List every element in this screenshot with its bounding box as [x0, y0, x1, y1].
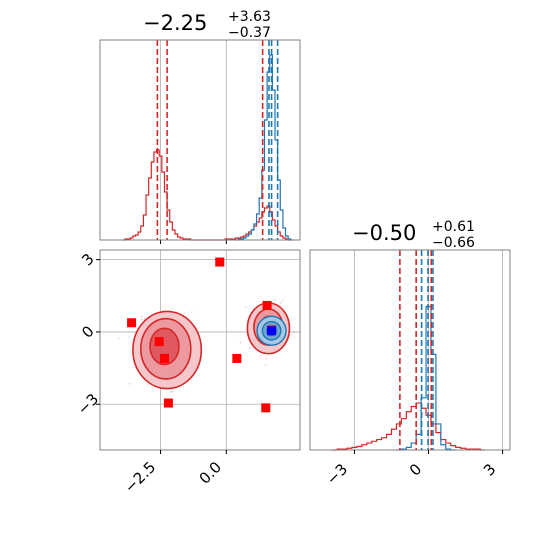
red-marker-6: [262, 300, 272, 310]
scatter-y-tick-label: 3: [78, 250, 97, 269]
sample-point: [259, 355, 261, 358]
red-marker-1: [127, 318, 137, 328]
p2-histogram-panel: −3 0 3 −0.50 +0.61 −0.66: [309, 219, 511, 488]
p1-title-plus: +3.63: [228, 9, 271, 25]
sample-point: [239, 341, 242, 344]
p2-quantile-lines: [399, 250, 434, 450]
sample-point: [146, 383, 149, 385]
p2-title-minus: −0.66: [432, 235, 475, 251]
blue-marker-0: [267, 326, 277, 336]
sample-point: [128, 383, 131, 385]
p1-histograms: [122, 54, 294, 241]
sample-point: [169, 391, 172, 393]
red-marker-7: [261, 403, 271, 413]
scatter-markers: [127, 257, 277, 413]
p1-p2-scatter-panel: −2.5 0.0 −3 0 3: [74, 249, 301, 497]
p1-quantile-lines: [156, 40, 279, 240]
red-marker-0: [215, 257, 225, 267]
red-marker-5: [232, 353, 242, 363]
scatter-x-tick-label: −2.5: [121, 458, 159, 496]
sample-point: [117, 337, 120, 340]
red-histogram: [122, 149, 294, 241]
scatter-axes-frame: [99, 249, 301, 451]
sample-point: [279, 302, 282, 304]
scatter-y-tick-label: 0: [78, 322, 97, 341]
sample-point: [245, 306, 247, 308]
p2-tick-label: 3: [480, 460, 499, 479]
sample-point: [292, 331, 295, 334]
sample-point: [140, 318, 143, 321]
p1-histogram-panel: −2.25 +3.63 −0.37: [99, 9, 301, 244]
p2-histograms: [332, 305, 486, 451]
scatter-x-tick-label: 0.0: [196, 458, 226, 488]
p2-title-value: −0.50: [352, 221, 416, 245]
scatter-x-ticks: −2.5 0.0: [121, 450, 227, 497]
p2-tick-label: 0: [406, 460, 425, 479]
p2-tick-label: −3: [323, 460, 351, 488]
p1-title-minus: −0.37: [228, 25, 271, 41]
sample-point: [171, 390, 174, 393]
red-marker-2: [154, 337, 164, 347]
sample-point: [264, 364, 267, 366]
scatter-y-tick-label: −3: [74, 390, 102, 418]
sample-point: [281, 299, 284, 302]
p2-x-ticks: −3 0 3: [323, 450, 504, 488]
sample-point: [143, 317, 146, 320]
p1-gridlines: [160, 40, 227, 244]
red-histogram: [332, 402, 486, 451]
p1-title-value: −2.25: [143, 11, 207, 35]
blue-histogram: [235, 54, 292, 241]
p2-title-plus: +0.61: [432, 219, 475, 235]
sample-point: [274, 298, 276, 301]
p1-axes-frame: [99, 39, 301, 241]
sample-point: [249, 347, 251, 349]
sample-point: [191, 311, 193, 313]
sample-point: [265, 357, 268, 360]
sample-point: [140, 315, 143, 318]
scatter-y-ticks: −3 0 3: [74, 250, 102, 419]
red-marker-3: [159, 353, 169, 363]
p2-axes-frame: [309, 249, 511, 451]
blue-histogram: [396, 305, 456, 451]
red-marker-4: [163, 398, 173, 408]
